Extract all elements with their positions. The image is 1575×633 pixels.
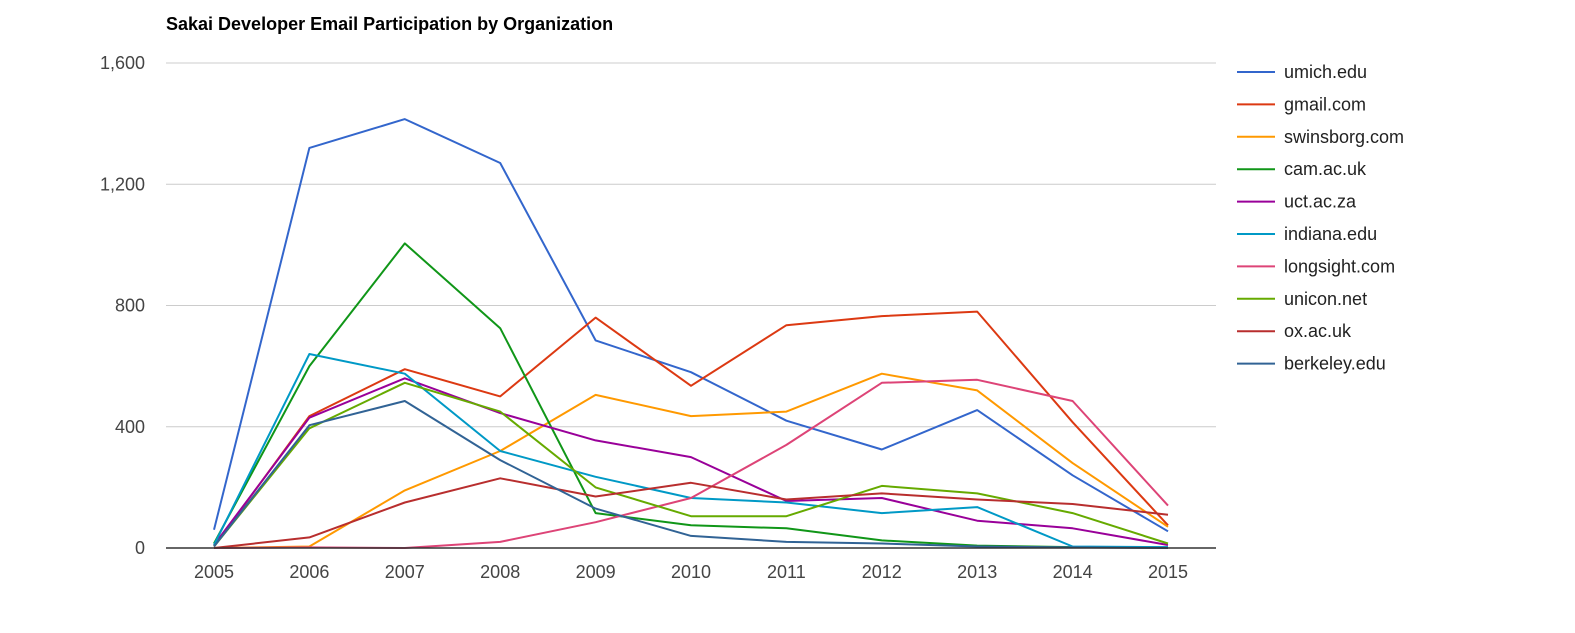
series-line-gmail-com <box>213 310 1169 548</box>
x-tick-label: 2014 <box>1053 562 1093 582</box>
series-line-ox-ac-uk <box>213 477 1169 549</box>
y-tick-label: 1,600 <box>100 53 145 73</box>
legend-label: berkeley.edu <box>1284 354 1386 374</box>
series-line-umich-edu <box>213 118 1169 533</box>
series-line-swinsborg-com <box>213 372 1169 549</box>
series-line-berkeley-edu <box>213 400 1169 549</box>
x-tick-label: 2013 <box>957 562 997 582</box>
legend-label: unicon.net <box>1284 289 1367 309</box>
legend-label: indiana.edu <box>1284 224 1377 244</box>
chart-title: Sakai Developer Email Participation by O… <box>166 14 614 34</box>
series-line-unicon-net <box>213 381 1169 548</box>
series-layer <box>213 118 1169 549</box>
legend-label: cam.ac.uk <box>1284 159 1367 179</box>
x-tick-label: 2006 <box>289 562 329 582</box>
legend-label: umich.edu <box>1284 62 1367 82</box>
y-tick-label: 400 <box>115 417 145 437</box>
y-tick-label: 800 <box>115 296 145 316</box>
legend-layer: umich.edu gmail.com swinsborg.com cam.ac.uk… <box>1237 62 1404 374</box>
axis-layer: 0 400 800 1,200 1,600 2005 2006 2007 2008 2009 201… <box>100 53 1216 582</box>
y-tick-label: 0 <box>135 538 145 558</box>
grid-layer <box>166 62 1216 428</box>
legend-label: uct.ac.za <box>1284 192 1357 212</box>
x-tick-label: 2005 <box>194 562 234 582</box>
legend-label: ox.ac.uk <box>1284 321 1352 341</box>
series-line-uct-ac-za <box>213 377 1169 546</box>
x-tick-label: 2011 <box>767 562 806 582</box>
x-tick-label: 2012 <box>862 562 902 582</box>
legend-label: gmail.com <box>1284 94 1366 114</box>
x-tick-label: 2008 <box>480 562 520 582</box>
x-tick-label: 2015 <box>1148 562 1188 582</box>
x-tick-label: 2009 <box>576 562 616 582</box>
legend-label: swinsborg.com <box>1284 127 1404 147</box>
legend-label: longsight.com <box>1284 256 1395 276</box>
y-tick-label: 1,200 <box>100 174 145 194</box>
x-tick-label: 2007 <box>385 562 425 582</box>
x-tick-label: 2010 <box>671 562 711 582</box>
